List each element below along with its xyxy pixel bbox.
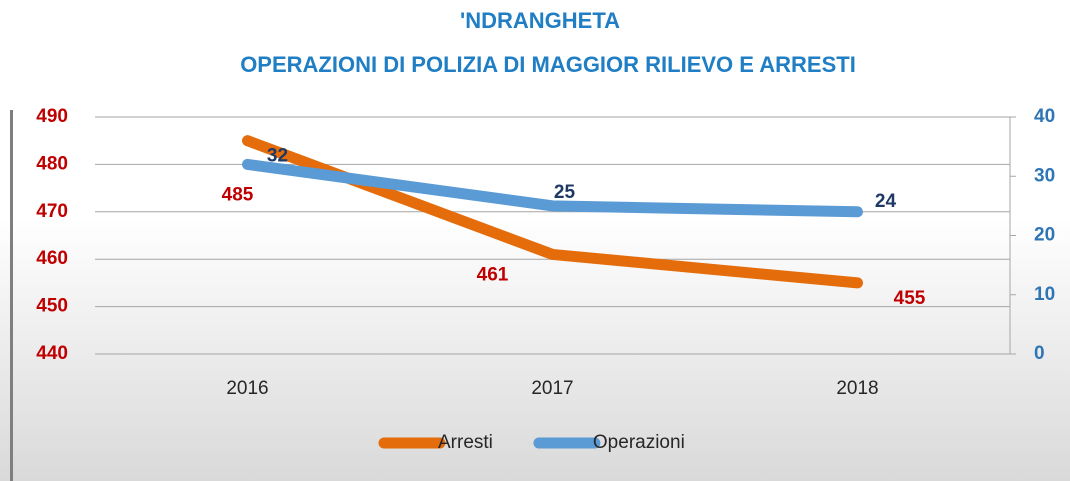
data-label: 485 xyxy=(222,185,254,206)
y2-tick-label: 0 xyxy=(1034,343,1045,364)
line-series xyxy=(242,158,863,218)
y-tick-label: 440 xyxy=(36,343,68,364)
data-label: 455 xyxy=(894,288,926,309)
y2-tick-label: 10 xyxy=(1034,284,1055,305)
legend-label: Operazioni xyxy=(593,432,685,453)
data-label: 25 xyxy=(554,182,576,203)
y-tick-label: 480 xyxy=(36,153,68,174)
panel-edge xyxy=(10,110,13,481)
x-tick-label: 2017 xyxy=(531,378,573,399)
y-tick-label: 450 xyxy=(36,296,68,317)
legend-label: Arresti xyxy=(438,432,493,453)
x-tick-label: 2018 xyxy=(836,378,878,399)
y-tick-label: 490 xyxy=(36,106,68,127)
y2-tick-label: 40 xyxy=(1034,106,1055,127)
x-tick-label: 2016 xyxy=(226,378,268,399)
y-tick-label: 460 xyxy=(36,248,68,269)
chart-subtitle: OPERAZIONI DI POLIZIA DI MAGGIOR RILIEVO… xyxy=(240,52,856,77)
y-tick-label: 470 xyxy=(36,201,68,222)
data-label: 461 xyxy=(477,264,509,285)
data-label: 32 xyxy=(267,145,288,166)
y2-tick-label: 20 xyxy=(1034,225,1055,246)
chart-title: 'NDRANGHETA xyxy=(460,8,620,33)
y2-tick-label: 30 xyxy=(1034,165,1055,186)
data-label: 24 xyxy=(875,191,897,212)
